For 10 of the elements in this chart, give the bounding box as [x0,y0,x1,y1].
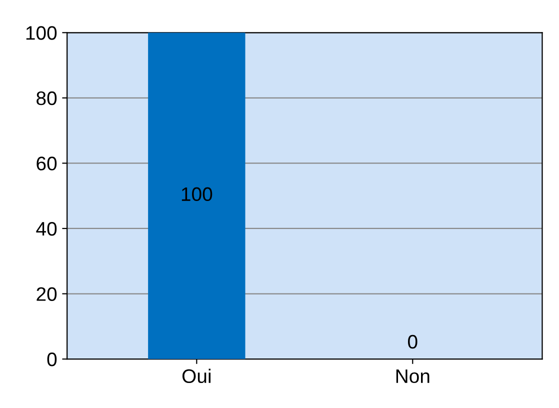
x-tick-label: Non [396,369,430,384]
y-tick-label: 0 [47,352,57,366]
y-tick-label: 100 [26,26,57,40]
x-tick-label: Oui [182,368,210,384]
y-tick-label: 20 [36,287,57,301]
y-tick-label: 60 [36,156,57,170]
data-label: 0 [408,334,418,349]
y-tick-label: 80 [36,91,57,106]
data-label: 100 [182,187,212,202]
y-tick-label: 40 [36,222,57,236]
